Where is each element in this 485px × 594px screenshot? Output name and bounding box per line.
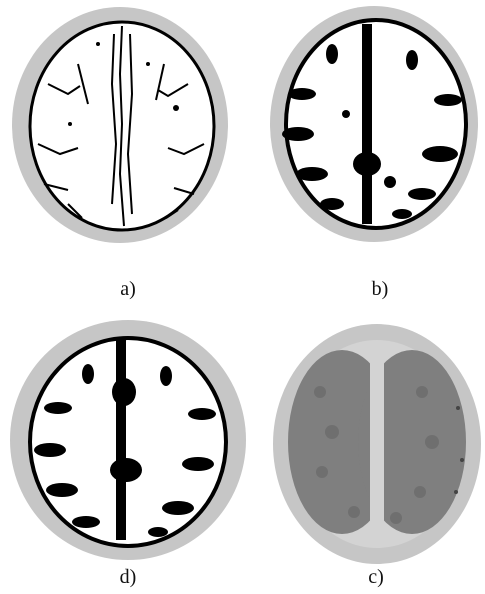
panel-b-image <box>262 4 484 254</box>
panel-c-image <box>272 322 482 566</box>
caption-d: d) <box>119 566 137 588</box>
caption-b: b) <box>371 278 389 300</box>
panel-d-image <box>8 318 248 566</box>
caption-a: a) <box>120 278 136 300</box>
caption-c: c) <box>368 566 384 588</box>
panel-a-image <box>8 4 230 250</box>
